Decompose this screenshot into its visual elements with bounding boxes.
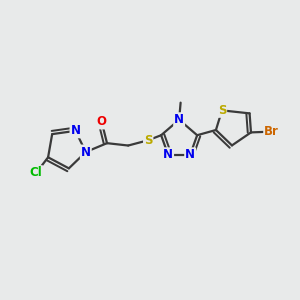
Text: O: O xyxy=(97,116,107,128)
Text: N: N xyxy=(163,148,173,161)
Text: S: S xyxy=(218,104,226,117)
Text: Cl: Cl xyxy=(29,166,42,179)
Text: N: N xyxy=(174,113,184,126)
Text: Br: Br xyxy=(264,125,279,138)
Text: N: N xyxy=(70,124,80,137)
Text: S: S xyxy=(144,134,152,147)
Text: N: N xyxy=(81,146,91,158)
Text: N: N xyxy=(185,148,195,161)
